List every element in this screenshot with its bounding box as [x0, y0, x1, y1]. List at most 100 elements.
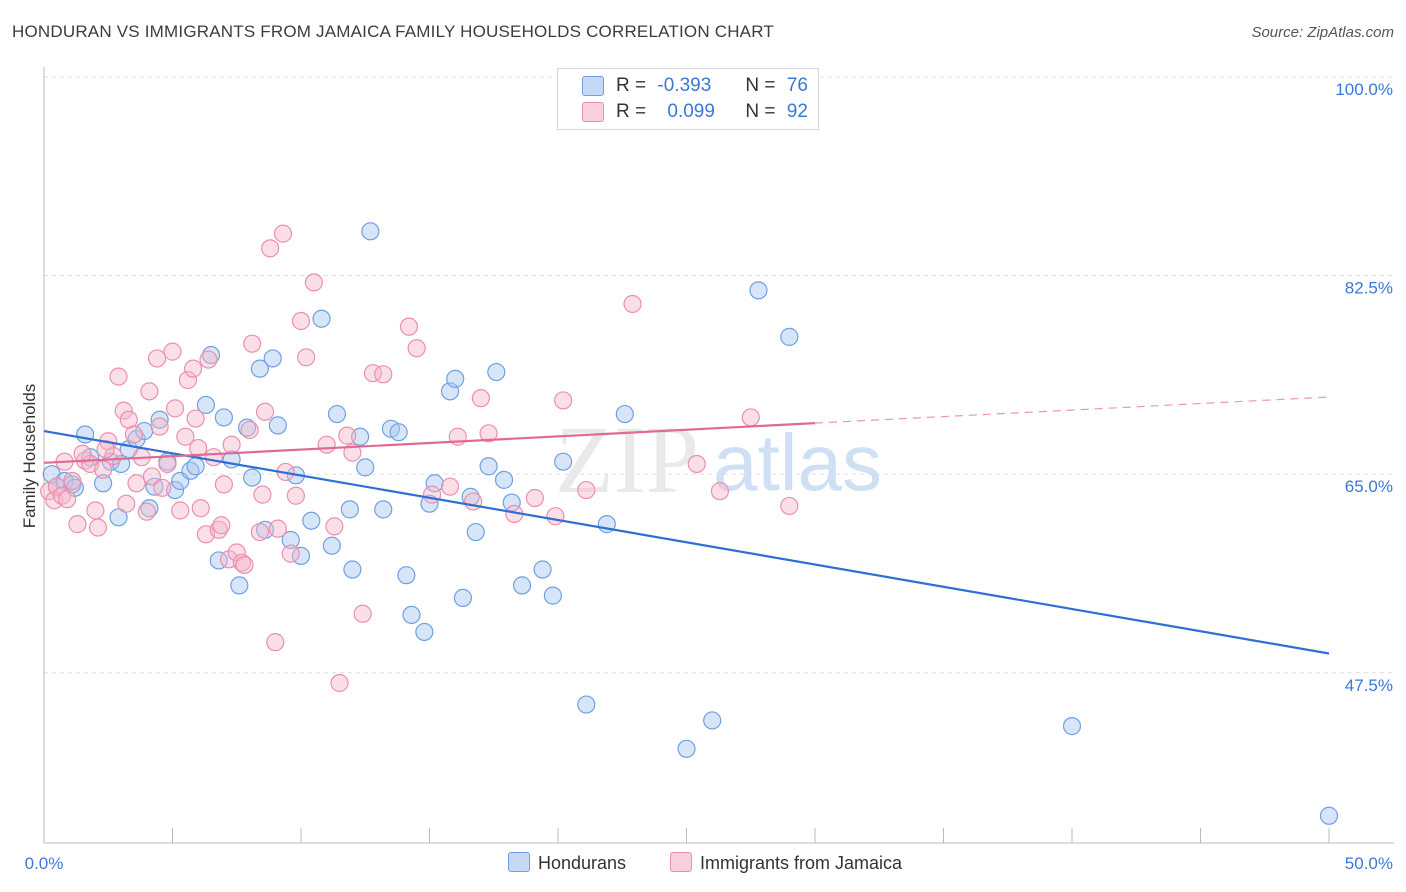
watermark: ZIP atlas: [555, 406, 882, 513]
point-hondurans: [446, 369, 465, 388]
point-hondurans: [533, 560, 552, 579]
point-jamaica: [525, 488, 544, 508]
point-hondurans: [389, 423, 408, 442]
point-hondurans: [322, 536, 341, 555]
point-jamaica: [343, 443, 362, 462]
point-hondurans: [312, 309, 331, 328]
point-jamaica: [199, 350, 218, 369]
point-jamaica: [137, 502, 156, 521]
point-jamaica: [253, 485, 272, 504]
point-jamaica: [243, 334, 262, 353]
point-hondurans: [512, 576, 532, 595]
legend-r-label: R =: [616, 75, 647, 96]
axes: [43, 67, 1394, 844]
point-hondurans: [340, 500, 359, 519]
point-jamaica: [297, 348, 316, 367]
point-hondurans: [361, 222, 380, 241]
axis-labels: 100.0% 82.5% 65.0% 47.5% 0.0% 50.0% Family Hou…: [20, 80, 1393, 873]
legend-n-label: N =: [745, 75, 776, 96]
point-jamaica: [158, 454, 177, 474]
point-jamaica: [471, 389, 490, 408]
point-jamaica: [374, 365, 393, 384]
point-hondurans: [186, 457, 205, 476]
point-hondurans: [268, 416, 287, 435]
legend-r-value: 0.099: [667, 101, 715, 122]
point-jamaica: [741, 408, 760, 427]
point-hondurans: [243, 468, 262, 487]
point-jamaica: [124, 425, 144, 444]
point-hondurans: [703, 711, 722, 730]
trend-lines: [43, 396, 1330, 655]
point-hondurans: [230, 576, 249, 595]
point-jamaica: [127, 474, 146, 493]
point-jamaica: [86, 501, 105, 520]
y-tick-label: 47.5%: [1345, 676, 1393, 695]
bottom-legend-label-jamaica: Immigrants from Jamaica: [700, 853, 903, 873]
point-jamaica: [204, 448, 223, 467]
point-jamaica: [58, 490, 77, 509]
y-tick-label: 65.0%: [1345, 477, 1393, 496]
point-hondurans: [140, 499, 159, 518]
trend-line-jamaica-extension: [814, 396, 1330, 424]
point-hondurans: [237, 418, 257, 437]
legend-row-jamaica: R = 0.099 N = 92: [582, 101, 808, 125]
point-jamaica: [440, 477, 460, 496]
point-jamaica: [142, 467, 162, 486]
point-jamaica: [317, 435, 336, 454]
point-hondurans: [780, 327, 799, 346]
point-hondurans: [1062, 717, 1082, 736]
point-jamaica: [266, 633, 285, 652]
point-jamaica: [186, 409, 205, 428]
point-jamaica: [163, 342, 182, 361]
legend-n-label: N =: [745, 101, 776, 122]
legend-r-label: R =: [616, 101, 647, 122]
x-tick-label: 0.0%: [25, 854, 64, 873]
point-jamaica: [338, 426, 357, 445]
point-jamaica: [286, 486, 305, 505]
point-jamaica: [235, 555, 254, 575]
point-jamaica: [165, 399, 185, 418]
point-jamaica: [273, 224, 293, 243]
point-jamaica: [117, 494, 136, 513]
watermark-atlas: atlas: [713, 418, 882, 507]
point-hondurans: [343, 560, 362, 579]
point-hondurans: [466, 522, 485, 542]
point-hondurans: [214, 408, 233, 427]
point-jamaica: [109, 367, 128, 386]
point-jamaica: [479, 424, 498, 443]
point-hondurans: [425, 474, 444, 493]
point-jamaica: [255, 402, 275, 421]
bottom-legend-hondurans: Hondurans: [508, 852, 626, 874]
legend-swatch-hondurans: [582, 75, 604, 96]
point-hondurans: [351, 427, 370, 446]
point-hondurans: [479, 457, 498, 476]
y-tick-label: 82.5%: [1345, 279, 1393, 298]
y-tick-label: 100.0%: [1335, 80, 1393, 99]
point-hondurans: [263, 349, 282, 368]
point-hondurans: [453, 588, 473, 607]
point-hondurans: [543, 586, 562, 605]
point-jamaica: [176, 427, 195, 446]
point-hondurans: [302, 511, 321, 530]
point-jamaica: [577, 480, 596, 500]
bottom-legend-jamaica: Immigrants from Jamaica: [670, 852, 902, 874]
point-jamaica: [399, 317, 419, 336]
point-jamaica: [73, 444, 92, 463]
point-jamaica: [68, 515, 87, 534]
trend-line-hondurans: [43, 429, 1330, 655]
point-jamaica: [330, 673, 349, 693]
point-jamaica: [171, 501, 190, 520]
point-jamaica: [150, 417, 169, 436]
x-tick-label: 50.0%: [1345, 854, 1393, 873]
bottom-legend-swatch-hondurans: [508, 852, 530, 872]
point-jamaica: [240, 420, 259, 440]
point-hondurans: [677, 739, 696, 758]
point-hondurans: [402, 605, 421, 625]
point-jamaica: [189, 438, 208, 458]
point-jamaica: [710, 482, 730, 501]
point-jamaica: [546, 507, 565, 526]
point-jamaica: [250, 522, 269, 542]
point-hondurans: [356, 458, 375, 477]
point-jamaica: [212, 516, 231, 535]
point-jamaica: [153, 478, 172, 497]
